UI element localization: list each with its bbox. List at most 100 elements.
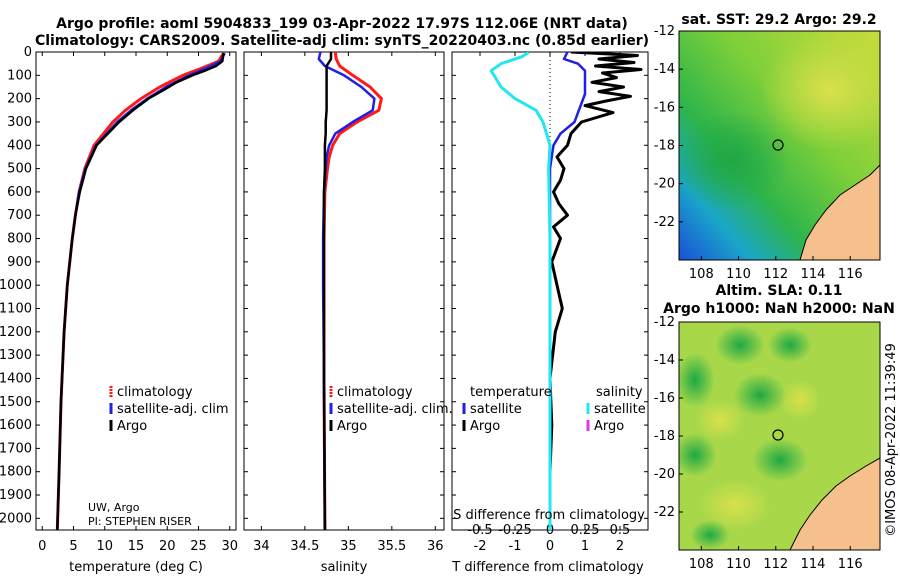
map-y-tick-label: -14 bbox=[654, 62, 675, 77]
legend-header-salinity: salinity bbox=[596, 385, 643, 400]
x-tick-label: 10 bbox=[96, 539, 113, 554]
map-y-tick-label: -20 bbox=[654, 177, 675, 192]
map-x-tick-label: 112 bbox=[763, 557, 788, 572]
legend-label-climatology: climatology bbox=[337, 385, 413, 400]
figure-title-line1: Argo profile: aoml 5904833_199 03-Apr-20… bbox=[56, 16, 628, 32]
x-tick-label: 30 bbox=[221, 539, 238, 554]
y-tick-label: 200 bbox=[7, 92, 32, 107]
y-tick-label: 1900 bbox=[0, 488, 32, 503]
s-tick-label: -0.5 bbox=[467, 523, 492, 538]
series-line-argo bbox=[322, 52, 333, 530]
s-tick-label: 0.25 bbox=[571, 523, 600, 538]
temperature-series bbox=[55, 52, 226, 530]
y-tick-label: 1000 bbox=[0, 278, 32, 293]
x-tick-label: 1 bbox=[581, 539, 589, 554]
y-tick-label: 1100 bbox=[0, 301, 32, 316]
legend-label-argo: Argo bbox=[337, 419, 367, 434]
series-line-s-satellite bbox=[489, 52, 552, 530]
temperature-xlabel: temperature (deg C) bbox=[69, 560, 203, 575]
y-tick-label: 1200 bbox=[0, 325, 32, 340]
map-y-tick-label: -16 bbox=[654, 100, 675, 115]
series-line-climatology bbox=[55, 52, 225, 530]
y-tick-label: 2000 bbox=[0, 511, 32, 526]
sst-map bbox=[679, 31, 880, 260]
legend-label-satellite: satellite-adj. clim bbox=[117, 402, 229, 417]
x-tick-label: 20 bbox=[159, 539, 176, 554]
s-tick-label: 0 bbox=[546, 523, 554, 538]
x-tick-label: 0 bbox=[546, 539, 554, 554]
temperature-axis-ticks: 0 5 10 15 20 25 300100200300400500600700800900… bbox=[0, 45, 238, 554]
map-x-tick-label: 114 bbox=[801, 557, 826, 572]
map-x-tick-label: 116 bbox=[838, 557, 863, 572]
legend-label-t-satellite: satellite bbox=[470, 402, 522, 417]
legend-label-climatology: climatology bbox=[117, 385, 193, 400]
series-line-satellite bbox=[317, 52, 376, 530]
map-y-tick-label: -22 bbox=[654, 215, 675, 230]
map-y-tick-label: -18 bbox=[654, 429, 675, 444]
map-x-tick-label: 114 bbox=[801, 267, 826, 282]
map-y-tick-label: -20 bbox=[654, 467, 675, 482]
x-tick-label: 0 bbox=[38, 539, 46, 554]
legend-header-temperature: temperature bbox=[470, 385, 552, 400]
x-tick-label: 5 bbox=[69, 539, 77, 554]
map-y-tick-label: -12 bbox=[654, 315, 675, 330]
x-tick-label: 34 bbox=[253, 539, 270, 554]
y-tick-label: 1300 bbox=[0, 348, 32, 363]
temperature-legend: climatology satellite-adj. clim Argo bbox=[109, 385, 229, 434]
legend-label-argo: Argo bbox=[117, 419, 147, 434]
map-y-tick-label: -14 bbox=[654, 353, 675, 368]
map-y-tick-label: -22 bbox=[654, 505, 675, 520]
series-line-satellite bbox=[56, 52, 226, 530]
y-tick-label: 900 bbox=[7, 255, 32, 270]
x-tick-label: 35.5 bbox=[377, 539, 406, 554]
sla-map-subtitle: Argo h1000: NaN h2000: NaN bbox=[663, 301, 895, 317]
salinity-panel bbox=[243, 51, 445, 531]
map-y-tick-label: -16 bbox=[654, 391, 675, 406]
y-tick-label: 1400 bbox=[0, 371, 32, 386]
legend-label-satellite: satellite-adj. clim. bbox=[337, 402, 453, 417]
y-tick-label: 1800 bbox=[0, 465, 32, 480]
sla-argo-location-marker bbox=[772, 429, 784, 441]
y-tick-label: 700 bbox=[7, 208, 32, 223]
x-tick-label: 36 bbox=[427, 539, 444, 554]
sst-map-ticks: -12 -14 -16 -18 -20 -22 108 110 112 114 116 bbox=[654, 24, 863, 282]
y-tick-label: 1500 bbox=[0, 395, 32, 410]
s-tick-label: 0.5 bbox=[610, 523, 631, 538]
sst-map-title: sat. SST: 29.2 Argo: 29.2 bbox=[681, 12, 876, 28]
y-tick-label: 300 bbox=[7, 115, 32, 130]
y-tick-label: 600 bbox=[7, 185, 32, 200]
legend-label-t-argo: Argo bbox=[470, 419, 500, 434]
series-line-climatology bbox=[322, 52, 383, 530]
y-tick-label: 500 bbox=[7, 162, 32, 177]
sla-map-title: Altim. SLA: 0.11 bbox=[715, 283, 842, 299]
map-x-tick-label: 112 bbox=[763, 267, 788, 282]
imos-timestamp: ©IMOS 08-Apr-2022 11:39:49 bbox=[884, 343, 899, 537]
salinity-axis-ticks: 34 34.5 35 35.5 36 bbox=[244, 51, 444, 554]
map-y-tick-label: -12 bbox=[654, 24, 675, 39]
salinity-series bbox=[317, 52, 383, 530]
x-tick-label: -2 bbox=[474, 539, 487, 554]
sla-map bbox=[679, 322, 880, 550]
pi-text: PI: STEPHEN RISER bbox=[88, 515, 192, 528]
s-tick-label: -0.25 bbox=[498, 523, 532, 538]
figure-title-line2: Climatology: CARS2009. Satellite-adj cli… bbox=[35, 33, 649, 49]
sst-argo-location-marker bbox=[772, 139, 784, 151]
difference-xlabel: T difference from climatology bbox=[451, 560, 644, 575]
series-line-argo bbox=[56, 53, 225, 530]
x-tick-label: 15 bbox=[128, 539, 145, 554]
x-tick-label: 25 bbox=[190, 539, 207, 554]
map-x-tick-label: 116 bbox=[838, 267, 863, 282]
difference-top-xlabel: S difference from climatology bbox=[453, 508, 645, 523]
map-x-tick-label: 110 bbox=[726, 557, 751, 572]
sla-map-ticks: -12 -14 -16 -18 -20 -22 108 110 112 114 116 bbox=[654, 315, 863, 572]
salinity-legend: climatology satellite-adj. clim. Argo bbox=[329, 385, 453, 434]
salinity-xlabel: salinity bbox=[321, 560, 368, 575]
credit-text: UW, Argo bbox=[88, 501, 140, 514]
x-tick-label: 35 bbox=[340, 539, 357, 554]
series-line-t-argo bbox=[548, 52, 643, 530]
x-tick-label: 34.5 bbox=[290, 539, 319, 554]
x-tick-label: 2 bbox=[616, 539, 624, 554]
legend-label-s-argo: Argo bbox=[594, 419, 624, 434]
x-tick-label: -1 bbox=[509, 539, 522, 554]
y-tick-label: 0 bbox=[24, 45, 32, 60]
